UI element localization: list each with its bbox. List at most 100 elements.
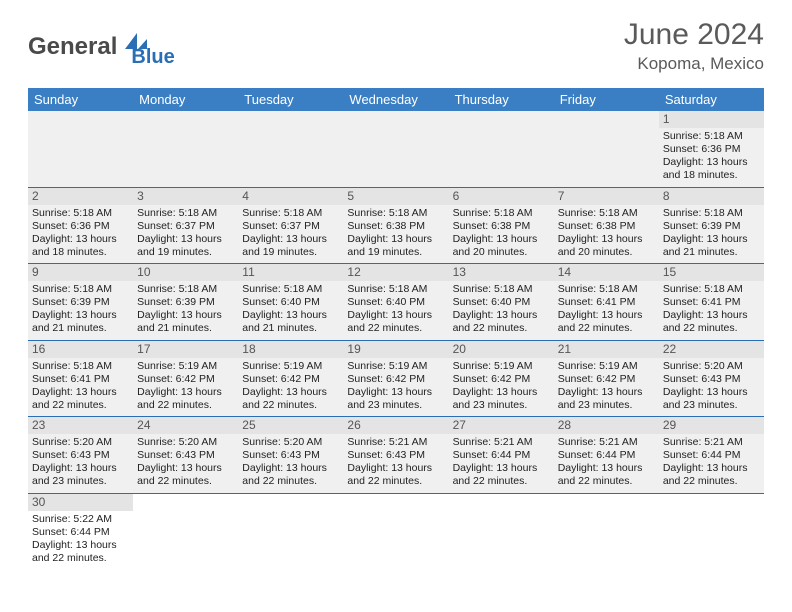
- day-cell: 28 Sunrise: 5:21 AMSunset: 6:44 PMDayligh…: [554, 417, 659, 494]
- day-cell: 23 Sunrise: 5:20 AMSunset: 6:43 PMDayligh…: [28, 417, 133, 494]
- day-cell: 17 Sunrise: 5:19 AMSunset: 6:42 PMDayligh…: [133, 340, 238, 417]
- day-details: Sunrise: 5:21 AMSunset: 6:44 PMDaylight:…: [558, 436, 655, 489]
- day-cell: 18 Sunrise: 5:19 AMSunset: 6:42 PMDayligh…: [238, 340, 343, 417]
- day-number: 2: [28, 188, 133, 205]
- day-number: 27: [449, 417, 554, 434]
- day-cell: 13 Sunrise: 5:18 AMSunset: 6:40 PMDayligh…: [449, 264, 554, 341]
- day-details: Sunrise: 5:20 AMSunset: 6:43 PMDaylight:…: [32, 436, 129, 489]
- day-details: Sunrise: 5:21 AMSunset: 6:43 PMDaylight:…: [347, 436, 444, 489]
- empty-cell: [554, 111, 659, 187]
- day-cell: 2 Sunrise: 5:18 AMSunset: 6:36 PMDaylight…: [28, 187, 133, 264]
- weekday-header: Saturday: [659, 88, 764, 111]
- day-number: 23: [28, 417, 133, 434]
- day-cell: 9 Sunrise: 5:18 AMSunset: 6:39 PMDaylight…: [28, 264, 133, 341]
- empty-cell: [343, 493, 448, 569]
- day-cell: 29Sunrise: 5:21 AMSunset: 6:44 PMDayligh…: [659, 417, 764, 494]
- day-number: 25: [238, 417, 343, 434]
- day-details: Sunrise: 5:19 AMSunset: 6:42 PMDaylight:…: [558, 360, 655, 413]
- day-cell: 4 Sunrise: 5:18 AMSunset: 6:37 PMDaylight…: [238, 187, 343, 264]
- day-details: Sunrise: 5:18 AMSunset: 6:40 PMDaylight:…: [453, 283, 550, 336]
- day-number: 28: [554, 417, 659, 434]
- week-row: 30Sunrise: 5:22 AMSunset: 6:44 PMDayligh…: [28, 493, 764, 569]
- calendar-body: 1 Sunrise: 5:18 AMSunset: 6:36 PMDaylight…: [28, 111, 764, 569]
- empty-cell: [449, 493, 554, 569]
- day-number: 8: [659, 188, 764, 205]
- day-number: 11: [238, 264, 343, 281]
- day-cell: 21Sunrise: 5:19 AMSunset: 6:42 PMDayligh…: [554, 340, 659, 417]
- day-details: Sunrise: 5:18 AMSunset: 6:41 PMDaylight:…: [32, 360, 129, 413]
- day-number: 9: [28, 264, 133, 281]
- empty-cell: [343, 111, 448, 187]
- brand-part1: General: [28, 33, 117, 61]
- day-number: 10: [133, 264, 238, 281]
- location: Kopoma, Mexico: [624, 54, 764, 74]
- brand-part2: Blue: [131, 46, 174, 69]
- weekday-header-row: SundayMondayTuesdayWednesdayThursdayFrid…: [28, 88, 764, 111]
- day-number: 30: [28, 494, 133, 511]
- day-details: Sunrise: 5:18 AMSunset: 6:39 PMDaylight:…: [32, 283, 129, 336]
- day-details: Sunrise: 5:18 AMSunset: 6:41 PMDaylight:…: [558, 283, 655, 336]
- day-cell: 5Sunrise: 5:18 AMSunset: 6:38 PMDaylight…: [343, 187, 448, 264]
- weekday-header: Sunday: [28, 88, 133, 111]
- day-number: 20: [449, 341, 554, 358]
- day-number: 17: [133, 341, 238, 358]
- day-details: Sunrise: 5:18 AMSunset: 6:40 PMDaylight:…: [347, 283, 444, 336]
- day-number: 4: [238, 188, 343, 205]
- day-cell: 10 Sunrise: 5:18 AMSunset: 6:39 PMDayligh…: [133, 264, 238, 341]
- week-row: 9Sunrise: 5:18 AMSunset: 6:39 PMDaylight…: [28, 264, 764, 341]
- day-cell: 15 Sunrise: 5:18 AMSunset: 6:41 PMDayligh…: [659, 264, 764, 341]
- weekday-header: Tuesday: [238, 88, 343, 111]
- day-details: Sunrise: 5:19 AMSunset: 6:42 PMDaylight:…: [453, 360, 550, 413]
- day-number: 6: [449, 188, 554, 205]
- day-cell: 22Sunrise: 5:20 AMSunset: 6:43 PMDayligh…: [659, 340, 764, 417]
- weekday-header: Friday: [554, 88, 659, 111]
- day-details: Sunrise: 5:18 AMSunset: 6:36 PMDaylight:…: [32, 207, 129, 260]
- day-details: Sunrise: 5:20 AMSunset: 6:43 PMDaylight:…: [242, 436, 339, 489]
- empty-cell: [133, 111, 238, 187]
- day-cell: 1Sunrise: 5:18 AMSunset: 6:36 PMDaylight…: [659, 111, 764, 187]
- day-cell: 6 Sunrise: 5:18 AMSunset: 6:38 PMDaylight…: [449, 187, 554, 264]
- header: General Blue June 2024 Kopoma, Mexico: [0, 0, 792, 80]
- day-details: Sunrise: 5:19 AMSunset: 6:42 PMDaylight:…: [347, 360, 444, 413]
- day-cell: 19Sunrise: 5:19 AMSunset: 6:42 PMDayligh…: [343, 340, 448, 417]
- day-details: Sunrise: 5:18 AMSunset: 6:37 PMDaylight:…: [242, 207, 339, 260]
- day-number: 26: [343, 417, 448, 434]
- empty-cell: [238, 493, 343, 569]
- day-number: 14: [554, 264, 659, 281]
- day-number: 12: [343, 264, 448, 281]
- day-number: 3: [133, 188, 238, 205]
- day-cell: 20 Sunrise: 5:19 AMSunset: 6:42 PMDayligh…: [449, 340, 554, 417]
- day-cell: 11 Sunrise: 5:18 AMSunset: 6:40 PMDayligh…: [238, 264, 343, 341]
- day-details: Sunrise: 5:18 AMSunset: 6:37 PMDaylight:…: [137, 207, 234, 260]
- day-number: 18: [238, 341, 343, 358]
- day-details: Sunrise: 5:21 AMSunset: 6:44 PMDaylight:…: [453, 436, 550, 489]
- day-cell: 12 Sunrise: 5:18 AMSunset: 6:40 PMDayligh…: [343, 264, 448, 341]
- empty-cell: [449, 111, 554, 187]
- day-number: 5: [343, 188, 448, 205]
- day-number: 1: [659, 111, 764, 128]
- day-number: 29: [659, 417, 764, 434]
- brand-logo: General Blue: [28, 24, 169, 69]
- day-cell: 26 Sunrise: 5:21 AMSunset: 6:43 PMDayligh…: [343, 417, 448, 494]
- day-details: Sunrise: 5:18 AMSunset: 6:39 PMDaylight:…: [137, 283, 234, 336]
- day-number: 7: [554, 188, 659, 205]
- day-cell: 24Sunrise: 5:20 AMSunset: 6:43 PMDayligh…: [133, 417, 238, 494]
- day-details: Sunrise: 5:19 AMSunset: 6:42 PMDaylight:…: [137, 360, 234, 413]
- day-number: 15: [659, 264, 764, 281]
- day-details: Sunrise: 5:18 AMSunset: 6:38 PMDaylight:…: [558, 207, 655, 260]
- day-details: Sunrise: 5:20 AMSunset: 6:43 PMDaylight:…: [663, 360, 760, 413]
- day-details: Sunrise: 5:18 AMSunset: 6:40 PMDaylight:…: [242, 283, 339, 336]
- day-details: Sunrise: 5:19 AMSunset: 6:42 PMDaylight:…: [242, 360, 339, 413]
- calendar-table: SundayMondayTuesdayWednesdayThursdayFrid…: [28, 88, 764, 569]
- week-row: 1Sunrise: 5:18 AMSunset: 6:36 PMDaylight…: [28, 111, 764, 187]
- title-block: June 2024 Kopoma, Mexico: [624, 18, 764, 74]
- day-details: Sunrise: 5:18 AMSunset: 6:41 PMDaylight:…: [663, 283, 760, 336]
- empty-cell: [238, 111, 343, 187]
- empty-cell: [659, 493, 764, 569]
- day-cell: 3 Sunrise: 5:18 AMSunset: 6:37 PMDaylight…: [133, 187, 238, 264]
- day-cell: 14 Sunrise: 5:18 AMSunset: 6:41 PMDayligh…: [554, 264, 659, 341]
- day-details: Sunrise: 5:18 AMSunset: 6:38 PMDaylight:…: [453, 207, 550, 260]
- week-row: 23 Sunrise: 5:20 AMSunset: 6:43 PMDayligh…: [28, 417, 764, 494]
- day-number: 24: [133, 417, 238, 434]
- day-number: 13: [449, 264, 554, 281]
